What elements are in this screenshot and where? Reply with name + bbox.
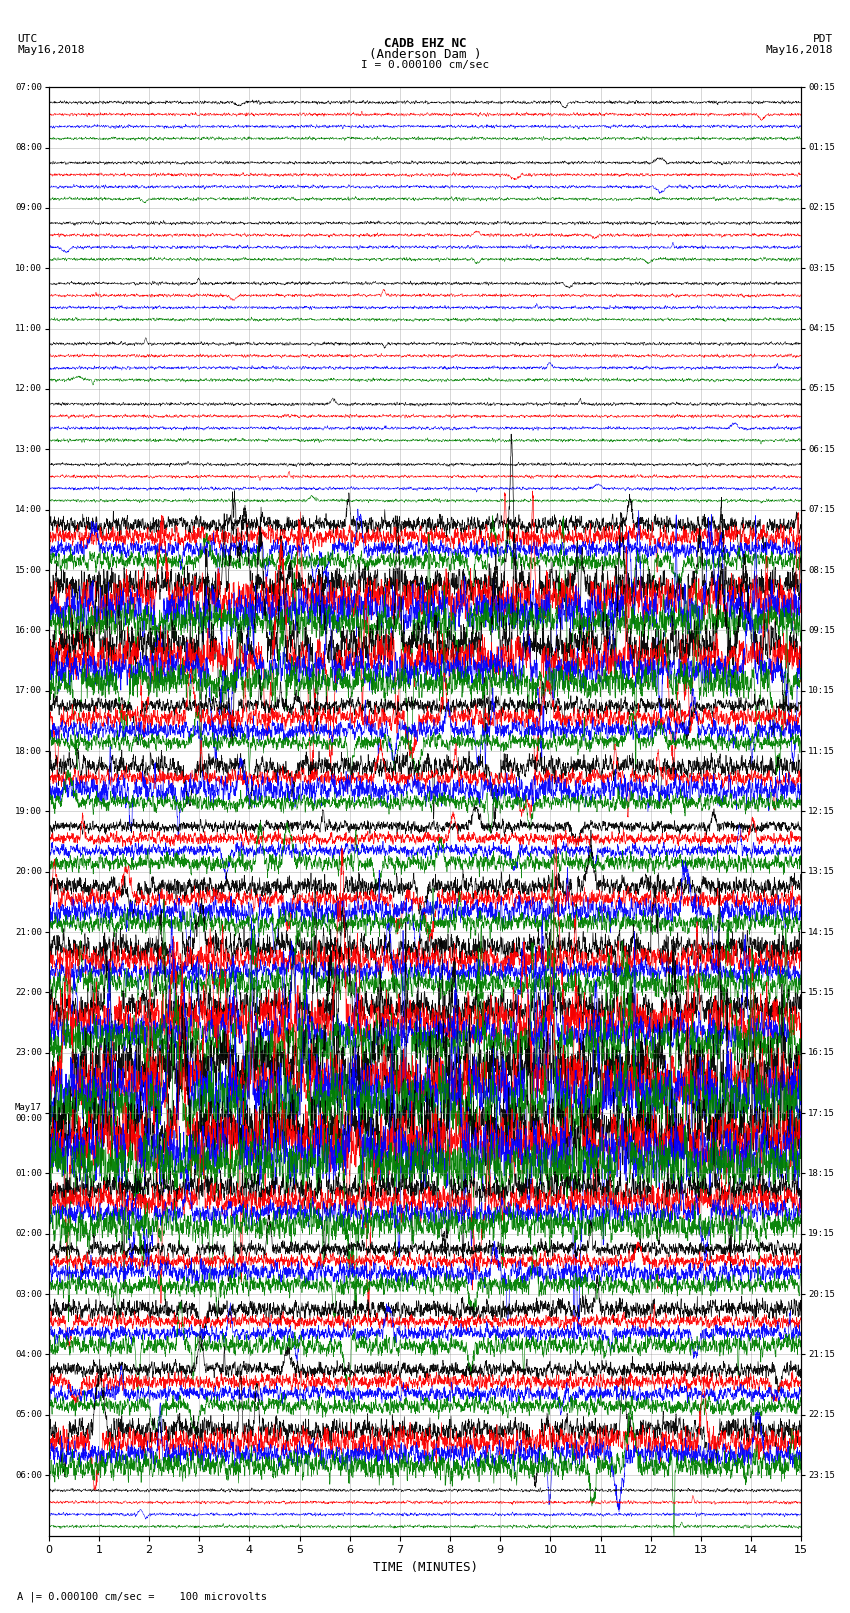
Text: (Anderson Dam ): (Anderson Dam ) — [369, 48, 481, 61]
Text: May16,2018: May16,2018 — [766, 45, 833, 55]
X-axis label: TIME (MINUTES): TIME (MINUTES) — [372, 1561, 478, 1574]
Text: I = 0.000100 cm/sec: I = 0.000100 cm/sec — [361, 60, 489, 69]
Text: A |= 0.000100 cm/sec =    100 microvolts: A |= 0.000100 cm/sec = 100 microvolts — [17, 1590, 267, 1602]
Text: PDT: PDT — [813, 34, 833, 44]
Text: May16,2018: May16,2018 — [17, 45, 84, 55]
Text: CADB EHZ NC: CADB EHZ NC — [383, 37, 467, 50]
Text: UTC: UTC — [17, 34, 37, 44]
